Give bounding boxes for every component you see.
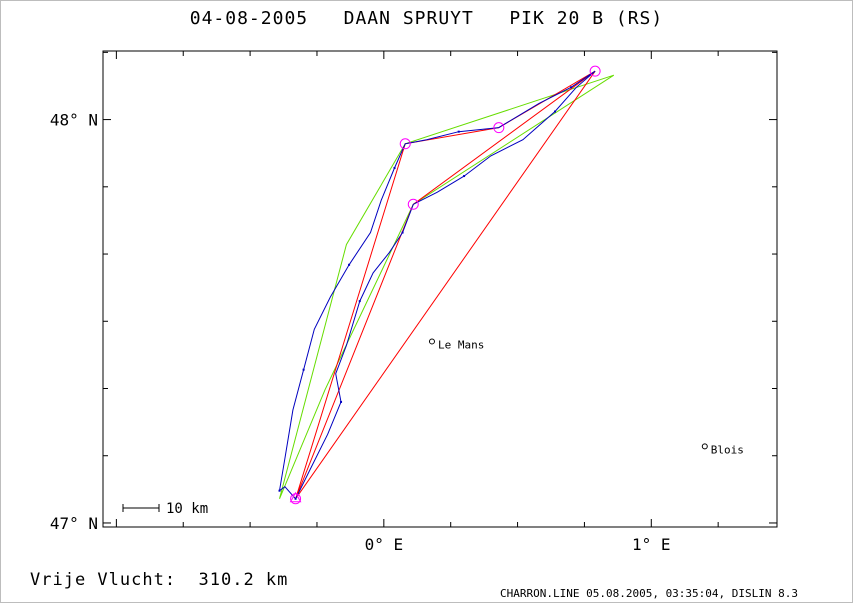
scale-bar-label: 10 km	[166, 501, 208, 517]
axis-ticks: 0° E 1° E 48° N 47° N	[50, 51, 777, 554]
track-fix	[457, 130, 460, 133]
city-label: Le Mans	[438, 338, 484, 351]
turnpoint-marker	[589, 65, 601, 77]
credit-line: CHARRON.LINE 05.08.2005, 03:35:04, DISLI…	[500, 587, 799, 600]
track-fix	[463, 175, 466, 178]
turnpoint-marker	[399, 138, 411, 150]
track-fix	[401, 231, 404, 234]
alt-route-line	[279, 74, 615, 499]
turnpoint-marker	[493, 122, 505, 134]
city-marker	[428, 338, 435, 345]
turnpoint-marker	[407, 198, 419, 210]
track-fix	[278, 489, 281, 492]
cities-layer: Le Mans Blois	[428, 338, 744, 456]
y-tick-label: 48° N	[50, 111, 98, 130]
alt-route-layer	[279, 74, 615, 499]
y-tick-label: 47° N	[50, 514, 98, 533]
flight-track-layer	[278, 70, 596, 500]
start-marker	[289, 491, 302, 503]
turnpoints-layer	[289, 65, 601, 505]
track-fix	[294, 497, 297, 500]
track-fix	[340, 400, 343, 403]
track-fix	[348, 263, 351, 266]
x-tick-label: 0° E	[365, 535, 404, 554]
track-fix	[302, 368, 305, 371]
free-flight-distance: Vrije Vlucht: 310.2 km	[30, 570, 289, 590]
city-marker	[701, 443, 708, 450]
chart-title: 04-08-2005 DAAN SPRUYT PIK 20 B (RS)	[189, 8, 664, 29]
x-tick-label: 1° E	[632, 535, 671, 554]
scale-bar: 10 km	[122, 501, 208, 517]
track-fix	[393, 166, 396, 169]
track-fix	[570, 86, 573, 89]
plot-area-border	[102, 50, 778, 528]
track-fix	[554, 110, 557, 113]
city-label: Blois	[711, 443, 744, 456]
track-fix	[358, 300, 361, 303]
task-route-line	[295, 70, 596, 500]
flight-track-line	[279, 70, 596, 500]
